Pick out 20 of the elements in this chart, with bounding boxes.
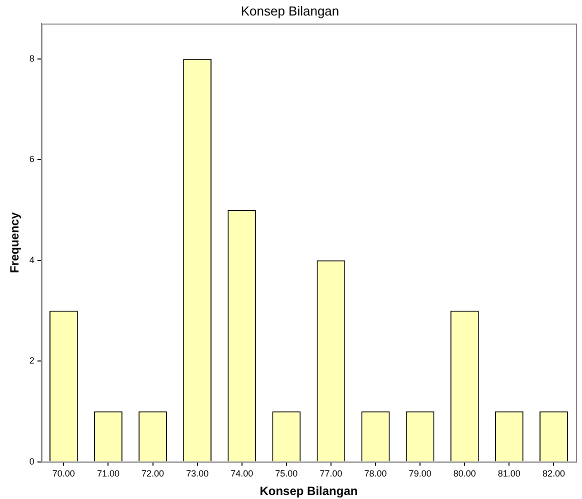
y-axis-title: Frequency — [8, 212, 22, 274]
x-axis-title: Konsep Bilangan — [260, 484, 358, 498]
y-tick-label: 4 — [29, 254, 34, 265]
y-tick-label: 2 — [29, 356, 34, 366]
x-tick-label: 81.00 — [498, 468, 520, 479]
y-tick-label: 8 — [29, 53, 34, 64]
y-tick-label: 6 — [29, 154, 34, 164]
x-tick-label: 77.00 — [320, 468, 342, 479]
x-tick-label: 82.00 — [542, 468, 565, 479]
x-tick-label: 72.00 — [142, 468, 164, 479]
x-tick-label: 73.00 — [186, 468, 209, 479]
chart-title: Konsep Bilangan — [240, 3, 340, 18]
x-tick-label: 79.00 — [408, 468, 432, 479]
y-tick-label: 0 — [29, 456, 34, 466]
x-tick-label: 74.00 — [230, 468, 254, 479]
x-tick-label: 75.00 — [275, 468, 298, 479]
x-tick-label: 78.00 — [364, 468, 387, 479]
x-tick-label: 71.00 — [96, 468, 120, 479]
x-tick-label: 80.00 — [453, 468, 476, 479]
x-tick-label: 70.00 — [52, 468, 75, 479]
